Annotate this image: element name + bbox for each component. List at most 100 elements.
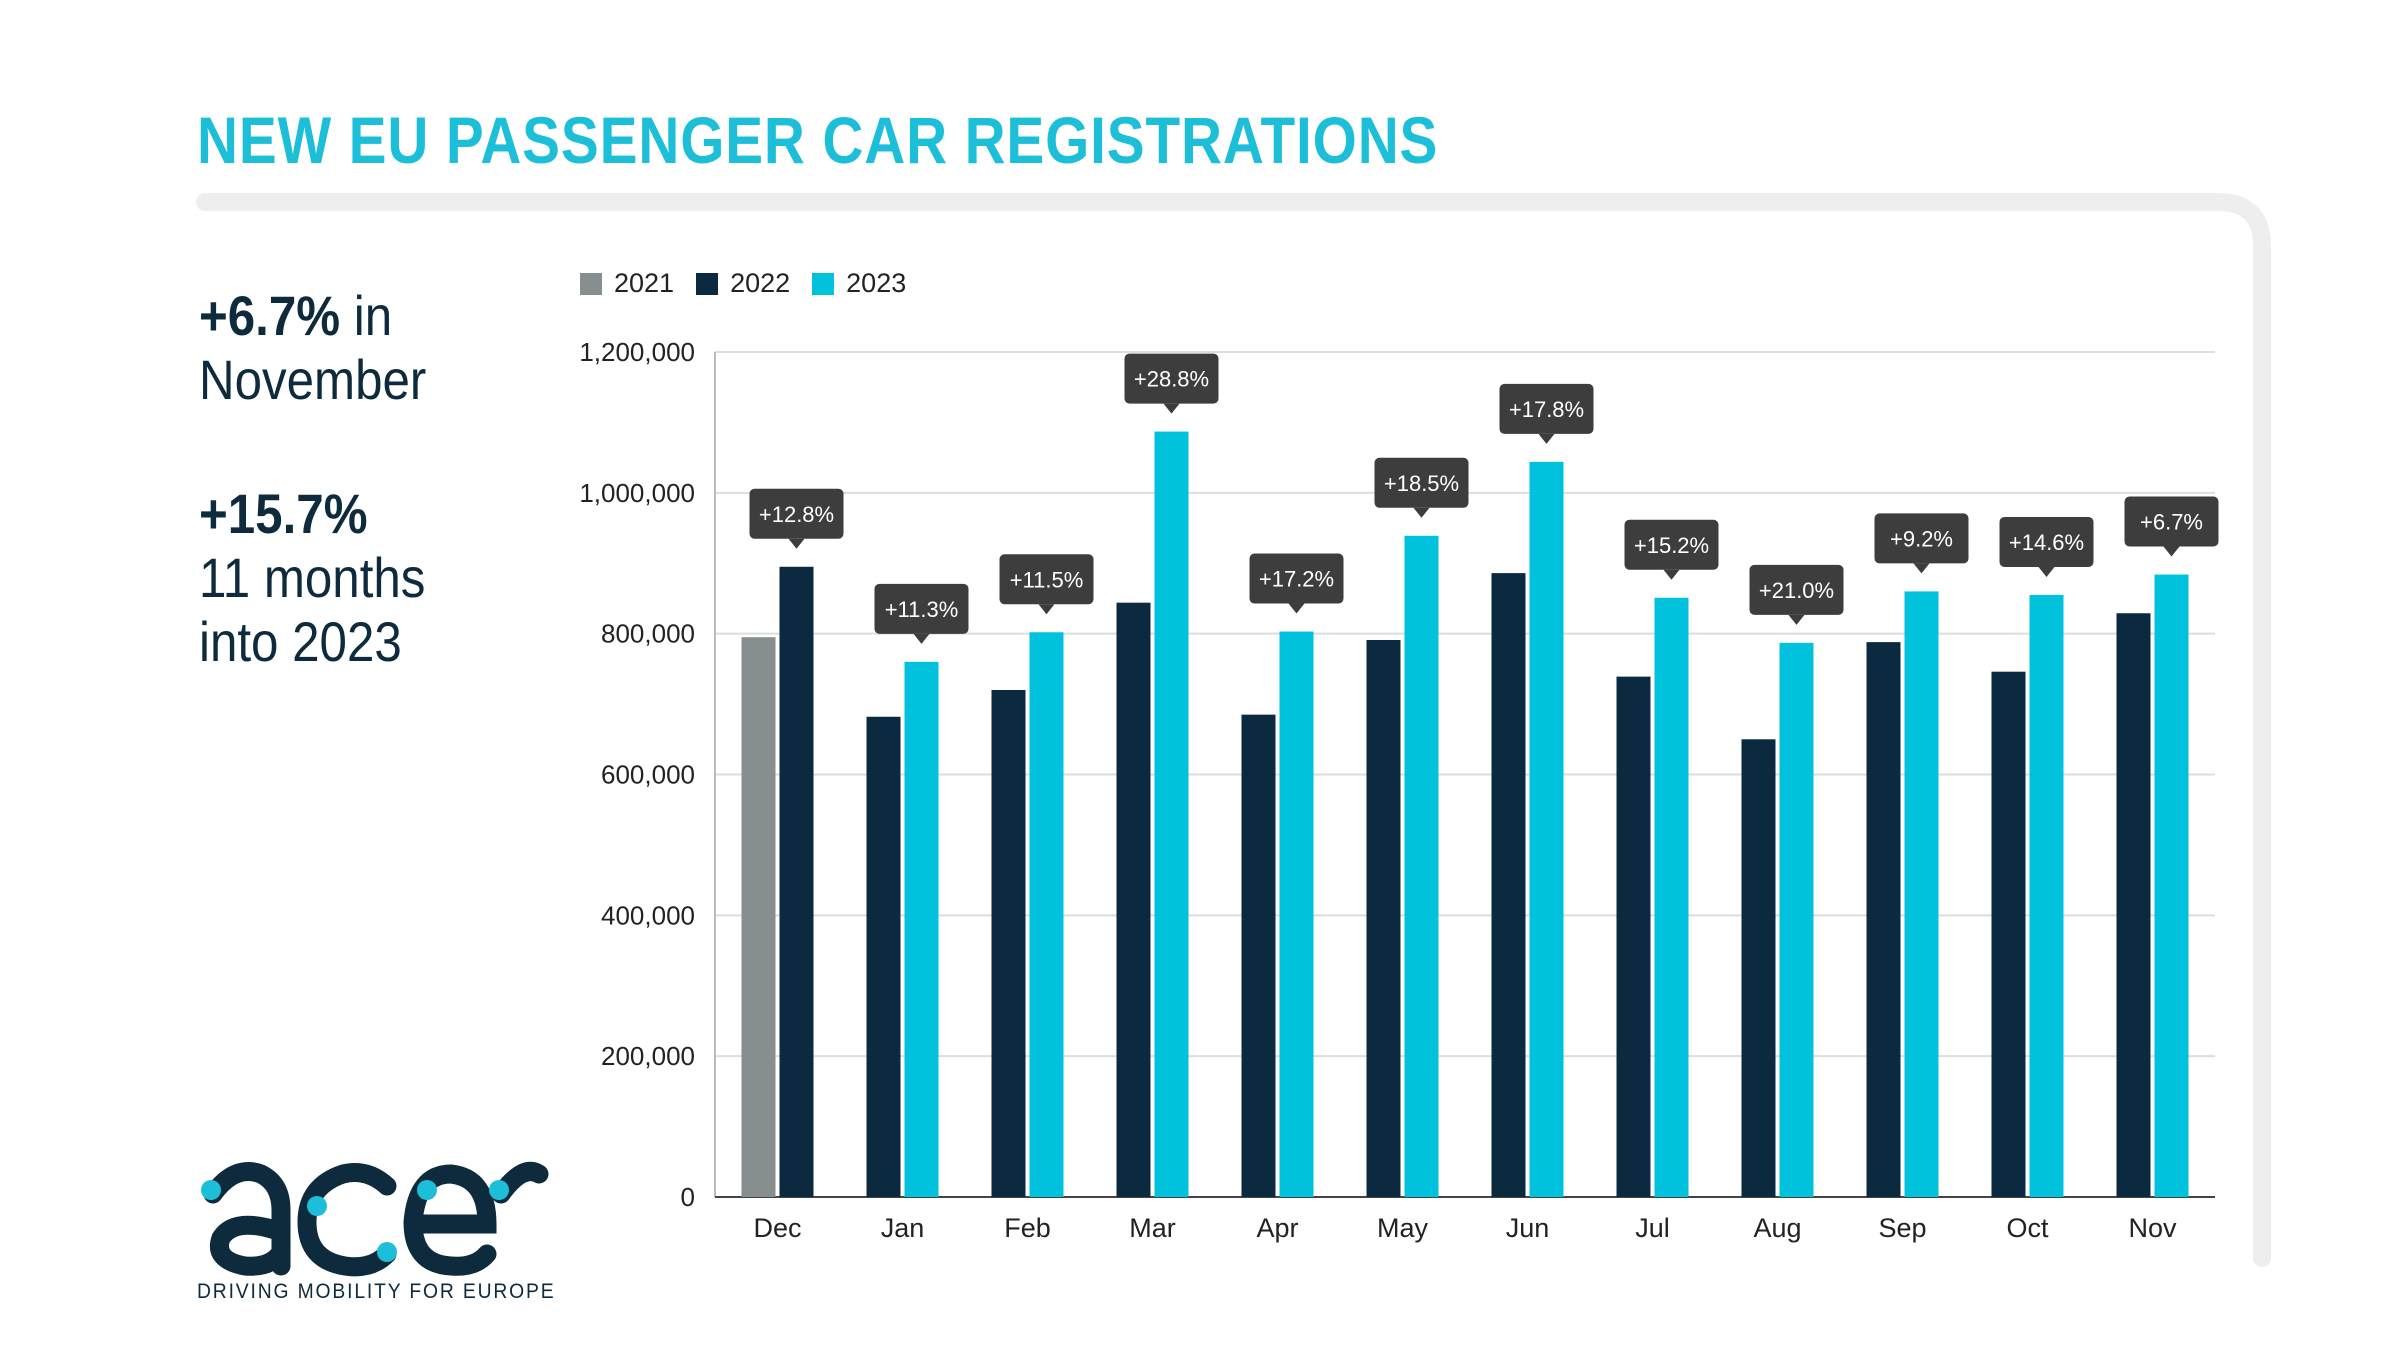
bar-dec-2022 [779, 566, 814, 1197]
callout-box [2124, 496, 2219, 547]
callout-pointer [1038, 604, 1055, 615]
bar-nov-2022 [2116, 613, 2151, 1197]
growth-callout: +9.2% [1874, 513, 1969, 574]
callout-pointer [1913, 563, 1930, 574]
callout-box [749, 488, 844, 539]
growth-callout: +21.0% [1749, 564, 1844, 625]
growth-callout: +11.3% [874, 583, 969, 644]
growth-callout: +6.7% [2124, 496, 2219, 557]
growth-callout: +17.2% [1249, 553, 1344, 614]
bar-mar-2022 [1116, 602, 1151, 1197]
monthly-change-stat: +6.7% in November [199, 284, 426, 412]
growth-callout: +17.8% [1499, 383, 1594, 444]
bar-nov-2023 [2154, 574, 2189, 1197]
bar-apr-2022 [1241, 714, 1276, 1197]
callout-box [1749, 564, 1844, 615]
legend-item-2023: 2023 [812, 268, 906, 299]
callout-box [1999, 516, 2094, 567]
callout-box [1499, 383, 1594, 434]
callout-box [1624, 519, 1719, 570]
y-tick-label: 800,000 [601, 619, 695, 649]
monthly-change-month: November [199, 348, 427, 411]
x-tick-label: Feb [1004, 1213, 1051, 1243]
callout-label: +21.0% [1759, 578, 1834, 603]
legend-label-2023: 2023 [846, 268, 907, 298]
chart-legend: 2021 2022 2023 [580, 268, 906, 299]
callout-box [999, 554, 1094, 605]
callout-pointer [913, 633, 930, 644]
callout-pointer [2163, 546, 2180, 557]
x-tick-label: Aug [1753, 1213, 1801, 1243]
callout-label: +28.8% [1134, 367, 1209, 392]
callout-label: +17.2% [1259, 567, 1334, 592]
callout-label: +14.6% [2009, 530, 2084, 555]
tagline: DRIVING MOBILITY FOR EUROPE [197, 1280, 556, 1303]
callout-pointer [1538, 433, 1555, 444]
acea-logo-icon [201, 1162, 549, 1277]
callout-box [1874, 513, 1969, 564]
callout-box [1124, 353, 1219, 404]
monthly-change-in: in [353, 284, 393, 347]
bar-jun-2022 [1491, 573, 1526, 1197]
callout-label: +12.8% [759, 502, 834, 527]
x-tick-label: Jul [1635, 1213, 1670, 1243]
bar-sep-2023 [1904, 591, 1939, 1197]
x-tick-label: Apr [1256, 1213, 1298, 1243]
legend-label-2021: 2021 [614, 268, 675, 298]
growth-callout: +12.8% [749, 488, 844, 549]
x-tick-label: Mar [1129, 1213, 1176, 1243]
y-tick-label: 1,200,000 [579, 337, 695, 367]
bar-aug-2023 [1779, 642, 1814, 1197]
legend-label-2022: 2022 [730, 268, 791, 298]
callout-pointer [2038, 566, 2055, 577]
growth-callout: +18.5% [1374, 457, 1469, 518]
ytd-line1: 11 months [199, 546, 426, 609]
callout-label: +17.8% [1509, 397, 1584, 422]
bar-jul-2023 [1654, 597, 1689, 1197]
bar-oct-2023 [2029, 594, 2064, 1197]
legend-swatch-2022 [696, 272, 719, 295]
growth-callout: +28.8% [1124, 353, 1219, 414]
x-tick-label: Nov [2128, 1213, 2177, 1243]
x-tick-label: Sep [1878, 1213, 1926, 1243]
callout-label: +15.2% [1634, 533, 1709, 558]
callout-pointer [1288, 603, 1305, 614]
ytd-change-stat: +15.7% 11 months into 2023 [199, 482, 425, 674]
bar-jul-2022 [1616, 676, 1651, 1197]
callout-label: +6.7% [2140, 510, 2203, 535]
bar-jan-2022 [866, 716, 901, 1197]
bar-aug-2022 [1741, 739, 1776, 1197]
callout-pointer [788, 538, 805, 549]
callout-box [1249, 553, 1344, 604]
x-tick-label: Jan [881, 1213, 925, 1243]
legend-item-2022: 2022 [696, 268, 790, 299]
callout-label: +11.5% [1010, 567, 1084, 592]
bar-feb-2023 [1029, 632, 1064, 1197]
growth-callout: +11.5% [999, 554, 1094, 615]
growth-callout: +15.2% [1624, 519, 1719, 580]
bar-apr-2023 [1279, 631, 1314, 1197]
callout-box [1374, 457, 1469, 508]
callout-pointer [1663, 569, 1680, 580]
callout-label: +11.3% [885, 597, 959, 622]
bar-mar-2023 [1154, 431, 1189, 1198]
callout-pointer [1788, 614, 1805, 625]
y-tick-label: 400,000 [601, 900, 695, 930]
x-tick-label: Oct [2006, 1213, 2049, 1243]
callout-label: +18.5% [1384, 471, 1459, 496]
callout-label: +9.2% [1890, 526, 1953, 551]
legend-item-2021: 2021 [580, 268, 674, 299]
legend-swatch-2021 [580, 272, 602, 295]
page-title: NEW EU PASSENGER CAR REGISTRATIONS [197, 103, 1439, 177]
y-tick-label: 0 [681, 1182, 695, 1212]
ytd-change-value: +15.7% [199, 482, 368, 545]
y-tick-label: 200,000 [601, 1041, 695, 1071]
bar-may-2023 [1404, 535, 1439, 1197]
callout-pointer [1413, 507, 1430, 518]
x-tick-label: May [1377, 1213, 1429, 1243]
bar-may-2022 [1366, 640, 1401, 1197]
bar-dec-2021 [741, 637, 776, 1197]
growth-callout: +14.6% [1999, 516, 2094, 577]
